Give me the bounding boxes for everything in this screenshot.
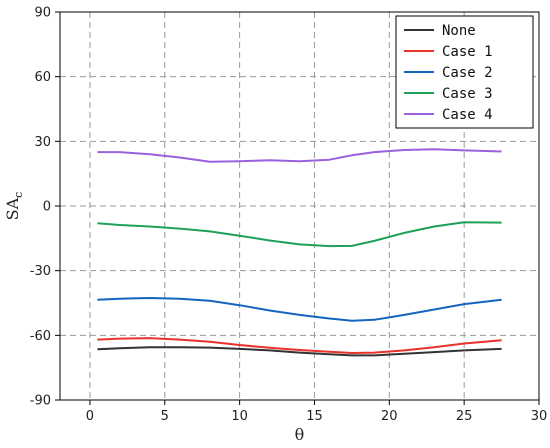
legend-label: Case 3: [442, 86, 493, 102]
x-tick-label: 0: [86, 409, 94, 424]
x-tick-label: 20: [381, 409, 398, 424]
series-line-none: [97, 346, 502, 357]
grid: [60, 12, 539, 400]
x-tick-label: 5: [161, 409, 169, 424]
y-tick-label: -90: [30, 394, 51, 409]
y-tick-label: 30: [34, 135, 51, 150]
y-tick-label: 60: [34, 70, 51, 85]
y-tick-label: -60: [30, 329, 51, 344]
x-tick-label: 15: [306, 409, 323, 424]
y-tick-label: -30: [30, 264, 51, 279]
y-axis-title: SAc: [3, 192, 25, 221]
y-tick-label: 0: [43, 200, 51, 215]
x-tick-label: 25: [456, 409, 473, 424]
y-tick-label: 90: [34, 6, 51, 21]
axis-ticks: 0 5 10 15 20 25 30 -90 -60 -30 0 30 60 90: [30, 6, 548, 425]
series-line-case-2: [97, 297, 502, 322]
y-axis-title-main: SA: [3, 197, 22, 220]
legend-label: None: [442, 23, 476, 39]
x-tick-label: 10: [231, 409, 248, 424]
legend: None Case 1 Case 2 Case 3 Case 4: [395, 15, 534, 129]
series-line-case-1: [97, 337, 502, 354]
y-axis-title-subscript: c: [12, 192, 25, 198]
legend-label: Case 4: [442, 107, 493, 123]
plot-series: [97, 148, 502, 357]
legend-label: Case 1: [442, 44, 493, 60]
x-tick-label: 30: [531, 409, 548, 424]
x-axis-title: θ: [295, 425, 305, 444]
legend-label: Case 2: [442, 65, 493, 81]
series-line-case-4: [97, 148, 502, 163]
series-line-case-3: [97, 221, 502, 248]
